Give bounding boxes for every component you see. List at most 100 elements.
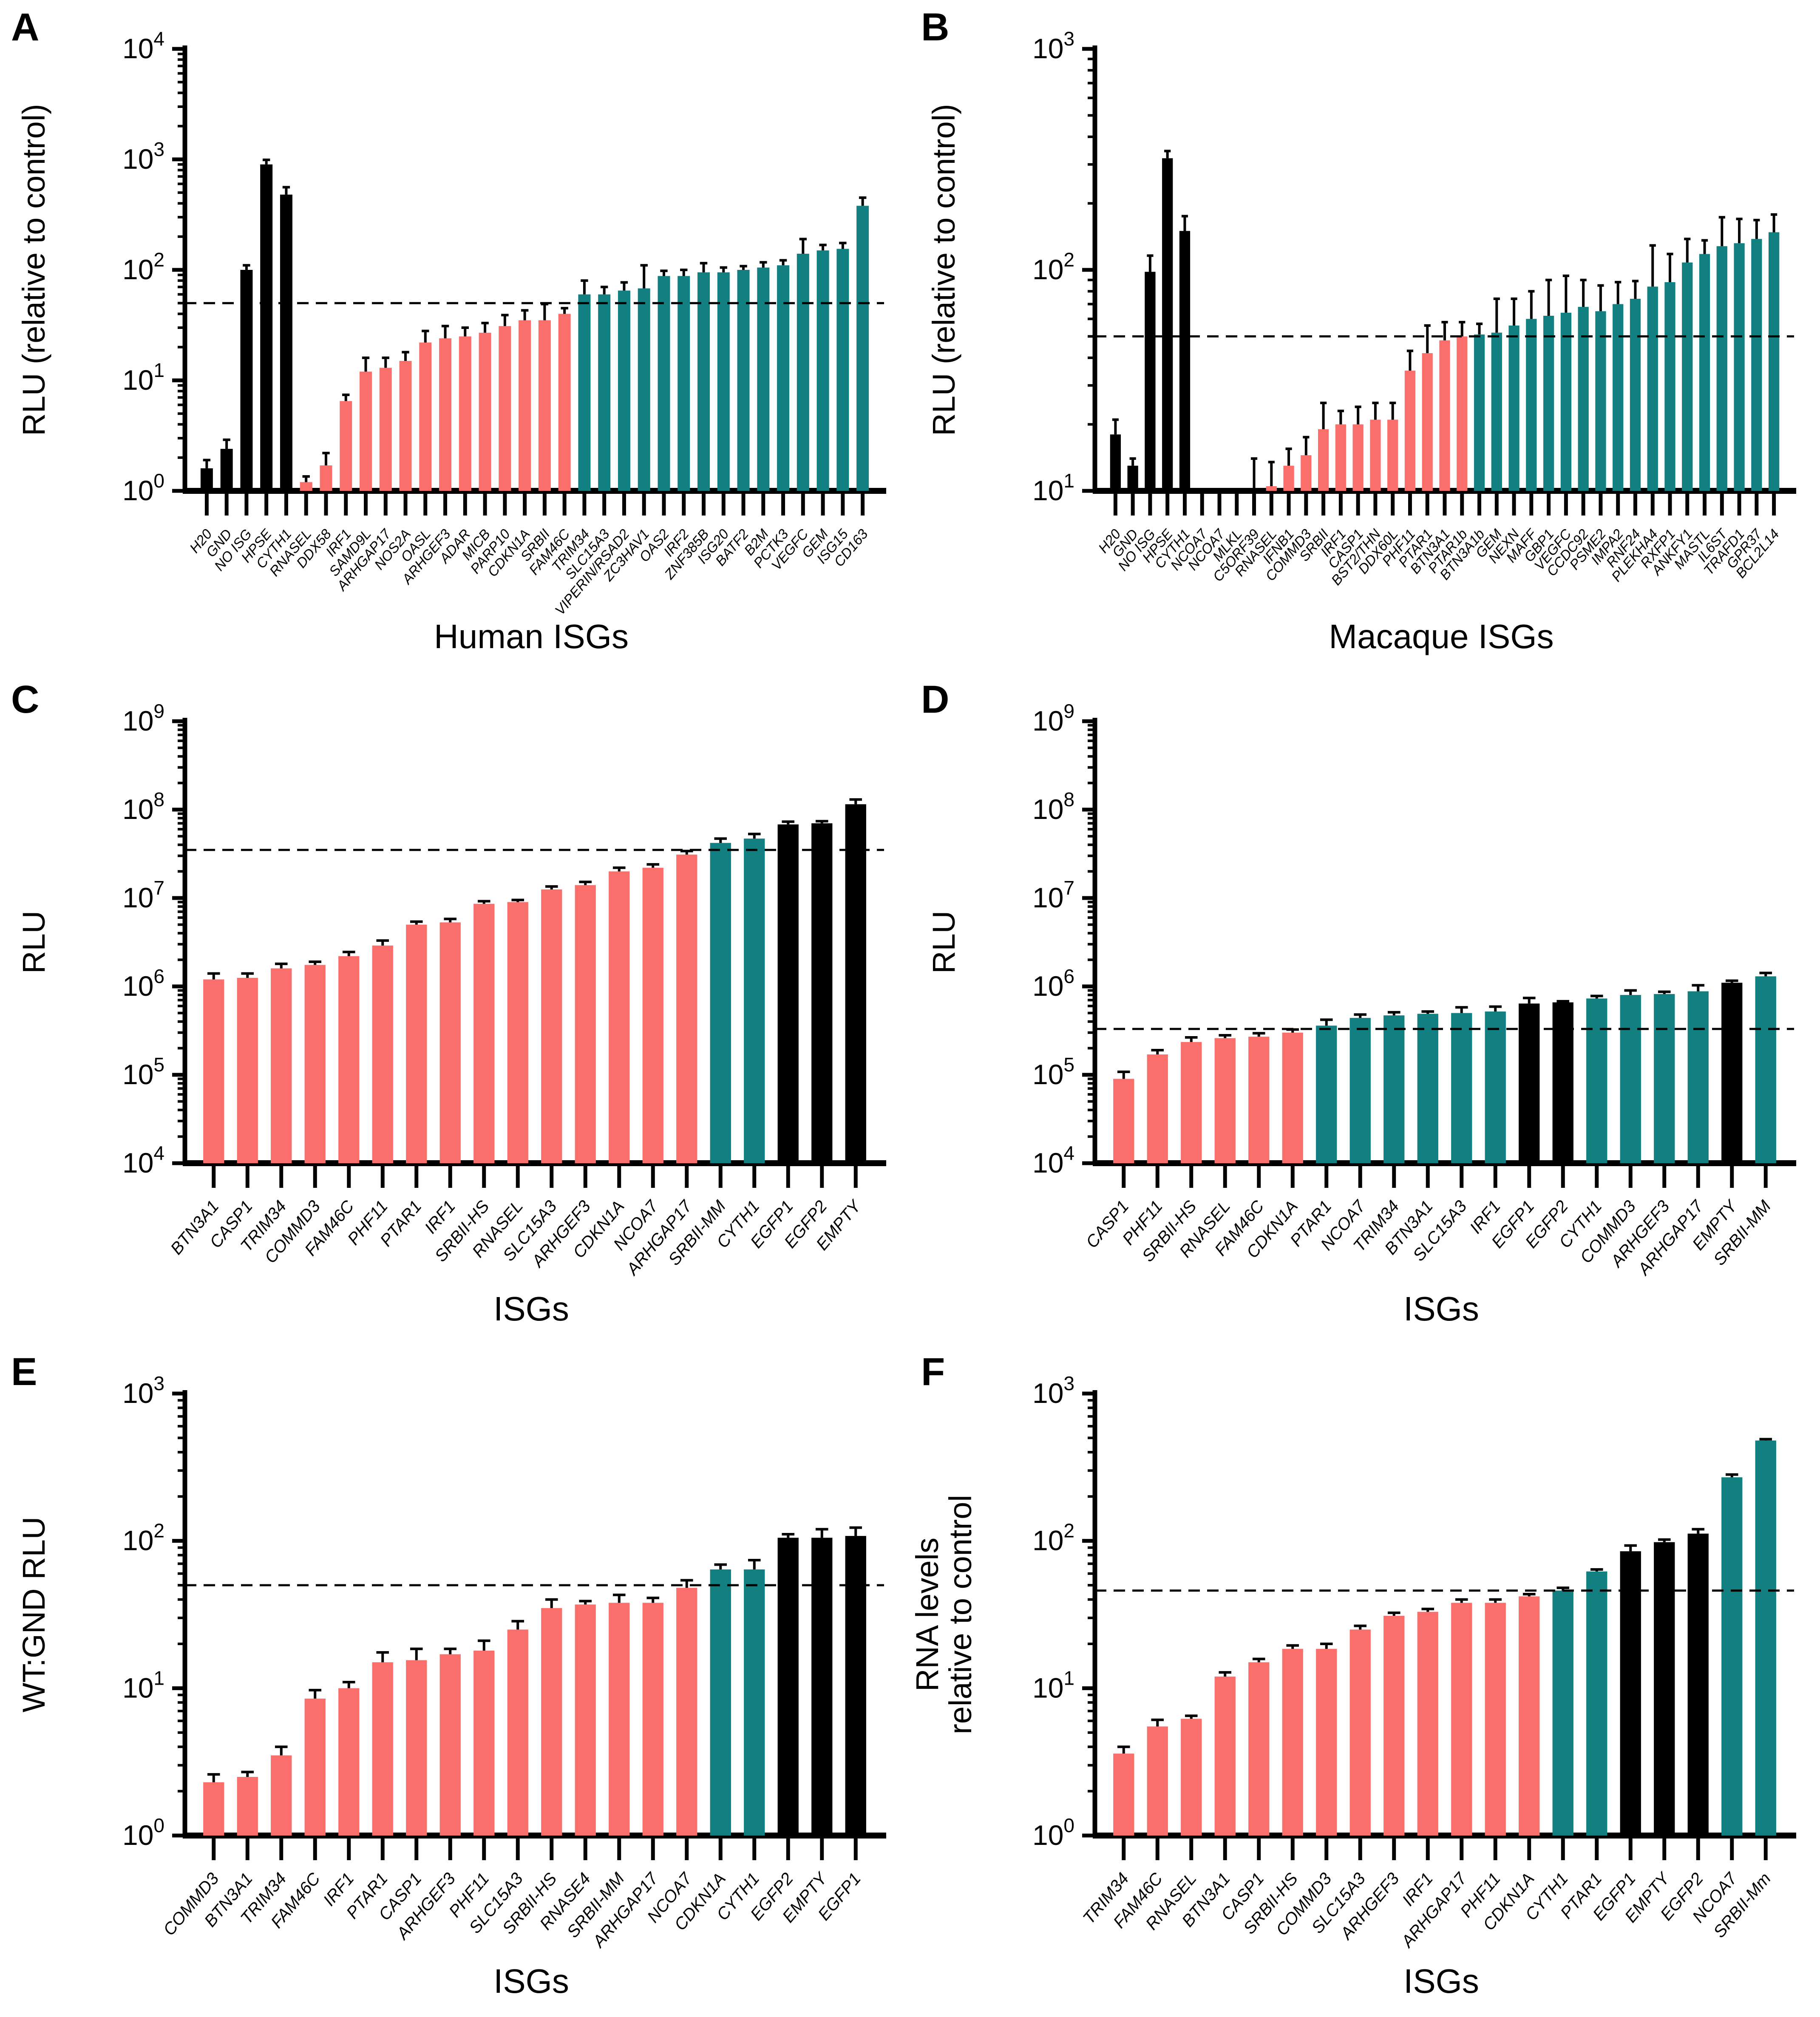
bar: [578, 294, 591, 491]
bar: [1301, 455, 1312, 491]
bar: [1620, 995, 1641, 1163]
x-tick-label: BTN3A1: [167, 1197, 223, 1258]
bar: [697, 272, 710, 491]
bar: [710, 843, 731, 1163]
bar: [1439, 340, 1450, 491]
panel-a-chart: 100 101 102 103 104 RLU (relative to control)…: [16, 28, 886, 655]
bar: [1734, 243, 1745, 491]
bar: [1687, 1533, 1709, 1836]
bar: [340, 401, 352, 491]
panel-c-letter: C: [11, 678, 40, 721]
bar: [1370, 419, 1381, 491]
bar: [1113, 1754, 1134, 1836]
bar: [777, 1538, 799, 1836]
panel-e: E 100 101 102 103 WT:GND RLU COMMD3 BTN3A1 TRIM…: [0, 1345, 910, 2017]
x-axis-title: Human ISGs: [434, 618, 629, 655]
bar: [1282, 1649, 1303, 1836]
bar: [1552, 1590, 1573, 1836]
bar: [237, 977, 258, 1163]
bar: [1491, 332, 1502, 491]
bar: [519, 320, 531, 491]
bar: [499, 326, 511, 491]
bar: [372, 1662, 393, 1836]
bar: [538, 320, 551, 491]
bar: [618, 290, 630, 491]
bar: [304, 965, 326, 1163]
x-axis-title: ISGs: [493, 1290, 569, 1328]
bar: [1578, 307, 1589, 491]
bar: [1422, 353, 1433, 491]
bar: [1147, 1726, 1168, 1836]
y-tick-label: 109: [122, 700, 164, 737]
y-tick-label: 106: [122, 965, 164, 1002]
y-tick-label: 102: [1032, 249, 1074, 285]
bar: [1417, 1612, 1438, 1836]
bar: [439, 922, 461, 1163]
bar: [1214, 1038, 1236, 1163]
bar: [737, 270, 750, 491]
y-axis-title: RLU (relative to control): [16, 104, 51, 436]
bar: [240, 270, 253, 491]
y-tick-label: 105: [122, 1054, 164, 1090]
bar: [1716, 246, 1727, 491]
y-tick-label: 108: [122, 788, 164, 825]
bar: [1687, 991, 1709, 1163]
x-axis-title: ISGs: [1403, 1290, 1479, 1328]
bar: [1383, 1615, 1405, 1836]
bar: [507, 902, 528, 1163]
bar: [1387, 419, 1398, 491]
bar: [836, 249, 849, 491]
bar: [811, 1538, 833, 1836]
bar: [541, 889, 562, 1163]
bar: [609, 871, 630, 1163]
bar: [1654, 994, 1675, 1163]
bar: [1543, 315, 1554, 491]
y-tick-label: 103: [122, 1372, 164, 1409]
bar: [1751, 239, 1762, 491]
bar: [406, 1660, 427, 1836]
bar: [1586, 998, 1607, 1163]
y-tick-label: 100: [122, 1814, 164, 1851]
bar: [1560, 312, 1572, 491]
bar: [220, 449, 233, 491]
bar: [1595, 311, 1606, 491]
bar: [1316, 1649, 1337, 1836]
bar: [200, 468, 213, 491]
bar: [237, 1777, 258, 1836]
bar: [811, 823, 833, 1163]
x-axis-title: Macaque ISGs: [1329, 618, 1554, 655]
panel-a-letter: A: [11, 6, 40, 49]
bar: [1283, 465, 1294, 491]
bar: [678, 276, 690, 491]
y-tick-label: 107: [122, 877, 164, 913]
y-tick-label: 103: [1032, 1372, 1074, 1409]
bar: [1654, 1542, 1675, 1836]
y-tick-label: 102: [122, 1520, 164, 1556]
bar: [1179, 231, 1191, 491]
bar: [1147, 1054, 1168, 1163]
bar: [1526, 319, 1537, 491]
bar: [1474, 334, 1485, 491]
bar: [399, 361, 412, 491]
bar: [1485, 1603, 1506, 1836]
bar: [845, 804, 866, 1163]
y-tick-label: 109: [1032, 700, 1074, 737]
bar: [507, 1629, 528, 1836]
bar: [1352, 424, 1364, 491]
panel-c: C 104 105 106 107 108 109 RLU BTN3A1 CASP1 TRIM34…: [0, 672, 910, 1345]
bar: [609, 1603, 630, 1836]
panel-b-letter: B: [921, 6, 950, 49]
bar: [1181, 1042, 1202, 1163]
y-tick-label: 104: [122, 1142, 164, 1178]
bar: [638, 288, 650, 491]
bar: [777, 265, 790, 491]
bar: [558, 314, 571, 491]
panel-d-chart: 104105106107108109RLUCASP1PHF11SRBII-HSR…: [926, 700, 1796, 1328]
y-tick-label: 108: [1032, 788, 1074, 825]
bar: [360, 371, 372, 491]
bar: [439, 1654, 461, 1836]
y-tick-label: 103: [1032, 28, 1074, 64]
bar: [1349, 1018, 1371, 1163]
